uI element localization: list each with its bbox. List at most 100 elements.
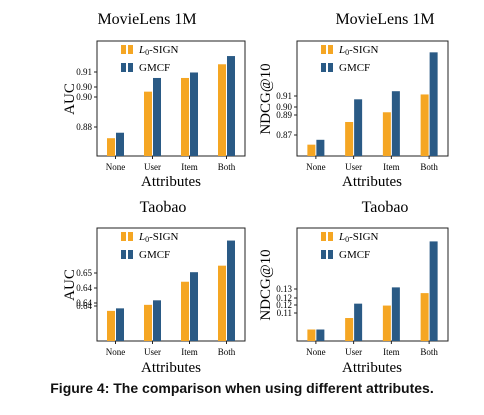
legend-label: GMCF: [139, 62, 170, 74]
bar-gmcf-item: [391, 91, 400, 156]
legend-swatch: [128, 63, 133, 72]
y-axis-label: NDCG@10: [258, 63, 274, 134]
y-tick-label: 0.65: [76, 268, 92, 278]
legend: L0-SIGN GMCF: [121, 231, 179, 261]
legend: L0-SIGN GMCF: [321, 231, 379, 261]
x-axis-label: Attributes: [141, 360, 201, 375]
y-tick-label: 0.91: [276, 91, 292, 101]
x-tick-label: Both: [218, 162, 236, 172]
bar-l0sign-user: [144, 304, 152, 341]
bar-gmcf-item: [391, 287, 400, 341]
x-tick-label: Item: [181, 347, 198, 357]
bar-gmcf-both: [429, 241, 438, 341]
y-tick-label: 0.88: [76, 122, 92, 132]
bar-gmcf-item: [190, 272, 198, 341]
bar-gmcf-none: [116, 132, 124, 156]
y-tick-label: 0.12: [276, 293, 292, 303]
x-tick-label: User: [345, 162, 362, 172]
bar-gmcf-none: [316, 139, 325, 156]
y-tick-label: 0.91: [76, 67, 92, 77]
plot-frame: [96, 40, 246, 157]
plot-frame: [96, 227, 246, 342]
bar-gmcf-both: [227, 56, 235, 156]
legend-label: L0-SIGN: [338, 44, 379, 57]
y-tick-label: 0.89: [276, 110, 292, 120]
legend-label: L0-SIGN: [138, 231, 179, 244]
bar-l0sign-item: [181, 77, 189, 156]
legend-swatch: [321, 250, 326, 259]
legend-swatch: [328, 250, 333, 259]
bar-gmcf-user: [153, 300, 161, 341]
y-tick-label: 0.13: [276, 284, 292, 294]
x-tick-label: Item: [383, 347, 400, 357]
x-tick-label: None: [306, 347, 326, 357]
y-tick-label: 0.87: [276, 130, 292, 140]
chart-title: Taobao: [362, 199, 409, 216]
legend: L0-SIGN GMCF: [121, 44, 179, 74]
y-tick-label: 0.90: [76, 92, 92, 102]
x-tick-label: Both: [420, 347, 438, 357]
bar-l0sign-user: [144, 91, 152, 156]
bar-l0sign-item: [382, 305, 391, 341]
x-tick-label: None: [106, 162, 126, 172]
legend: L0-SIGN GMCF: [321, 44, 379, 74]
x-axis-label: Attributes: [141, 174, 201, 190]
bar-l0sign-both: [420, 94, 429, 156]
legend-swatch: [328, 45, 333, 54]
legend-swatch: [128, 45, 133, 54]
y-tick-label: 0.90: [76, 82, 92, 92]
x-tick-label: User: [144, 162, 161, 172]
legend-label: GMCF: [139, 249, 170, 261]
y-tick-label: 0.90: [276, 102, 292, 112]
bar-l0sign-none: [307, 329, 316, 341]
bar-l0sign-both: [218, 64, 226, 156]
bar-gmcf-user: [354, 99, 363, 156]
chart-title: MovieLens 1M: [97, 11, 196, 28]
bar-l0sign-both: [420, 293, 429, 341]
y-tick-label: 0.64: [76, 298, 92, 308]
chart-title: MovieLens 1M: [335, 11, 434, 28]
bar-gmcf-none: [116, 308, 124, 341]
y-tick-label: 0.64: [76, 283, 92, 293]
bar-l0sign-item: [382, 112, 391, 156]
x-tick-label: None: [106, 347, 126, 357]
y-tick-label: 0.11: [277, 308, 292, 318]
chart-panel-2: MovieLens 1MNDCG@10Attributes0.910.900.8…: [258, 11, 449, 190]
bar-gmcf-both: [227, 240, 235, 341]
legend-label: L0-SIGN: [138, 44, 179, 57]
bar-l0sign-both: [218, 265, 226, 341]
bar-l0sign-user: [345, 121, 354, 156]
legend-swatch: [321, 232, 326, 241]
legend-swatch: [128, 250, 133, 259]
legend-swatch: [121, 63, 126, 72]
bar-gmcf-item: [190, 72, 198, 156]
x-tick-label: User: [144, 347, 161, 357]
legend-swatch: [321, 63, 326, 72]
x-tick-label: Item: [383, 162, 400, 172]
bar-l0sign-none: [107, 138, 115, 156]
y-tick-label: 0.12: [276, 300, 292, 310]
legend-label: L0-SIGN: [338, 231, 379, 244]
bar-l0sign-none: [307, 144, 316, 156]
x-tick-label: Both: [218, 347, 236, 357]
legend-swatch: [328, 232, 333, 241]
bar-gmcf-user: [354, 303, 363, 341]
plot-frame: [296, 40, 449, 157]
chart-title: Taobao: [140, 199, 187, 216]
legend-swatch: [128, 232, 133, 241]
x-axis-label: Attributes: [342, 174, 402, 190]
y-axis-label: AUC: [62, 83, 78, 115]
legend-label: GMCF: [339, 249, 370, 261]
legend-swatch: [328, 63, 333, 72]
y-tick-label: 0.64: [76, 301, 92, 311]
legend-label: GMCF: [339, 62, 370, 74]
x-axis-label: Attributes: [342, 360, 402, 375]
bar-l0sign-user: [345, 318, 354, 341]
x-tick-label: None: [306, 162, 326, 172]
plot-frame: [296, 227, 449, 342]
legend-swatch: [121, 232, 126, 241]
bar-gmcf-user: [153, 77, 161, 156]
bar-gmcf-none: [316, 329, 325, 341]
figure-canvas: MovieLens 1MAUCAttributes0.910.900.900.8…: [62, 11, 449, 375]
